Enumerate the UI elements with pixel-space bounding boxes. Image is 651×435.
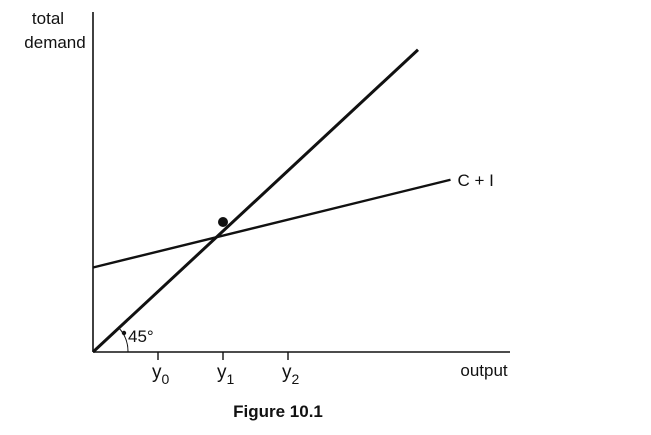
forty-five-degree-line <box>91 48 420 354</box>
y-axis-title-line-1: total <box>32 9 64 28</box>
angle-arc <box>117 326 129 353</box>
x-tick-group: y0 y1 y2 <box>152 352 300 387</box>
x-tick-label-1: y1 <box>217 362 235 387</box>
equilibrium-point <box>218 217 228 227</box>
x-tick-label-2: y2 <box>282 362 300 387</box>
angle-label: 45° <box>128 327 154 346</box>
c-plus-i-label: C + I <box>458 171 494 190</box>
figure-caption: Figure 10.1 <box>233 402 323 421</box>
x-tick-label-0: y0 <box>152 362 170 387</box>
c-plus-i-line <box>92 178 451 269</box>
angle-dot <box>121 330 127 336</box>
y-axis-title-line-2: demand <box>24 33 85 52</box>
x-axis-title: output <box>460 361 508 380</box>
